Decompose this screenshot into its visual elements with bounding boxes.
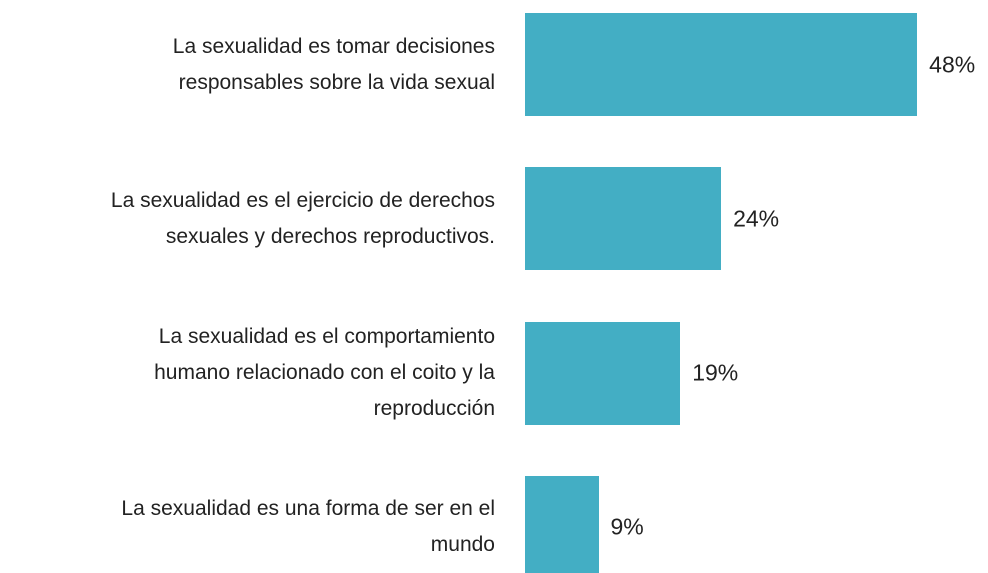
bar [525,475,599,573]
value-label: 48% [929,51,976,77]
category-label: La sexualidad es tomar decisiones respon… [172,34,495,94]
category-label: La sexualidad es el comportamiento human… [154,325,495,421]
value-label: 9% [610,513,644,540]
value-label: 19% [692,359,739,386]
bar [525,321,681,425]
bar [525,13,918,116]
category-label: La sexualidad es el ejercicio de derecho… [110,188,495,248]
category-label: La sexualidad es una forma de ser en el … [121,497,495,557]
bar [525,167,722,271]
value-label: 24% [733,205,780,232]
